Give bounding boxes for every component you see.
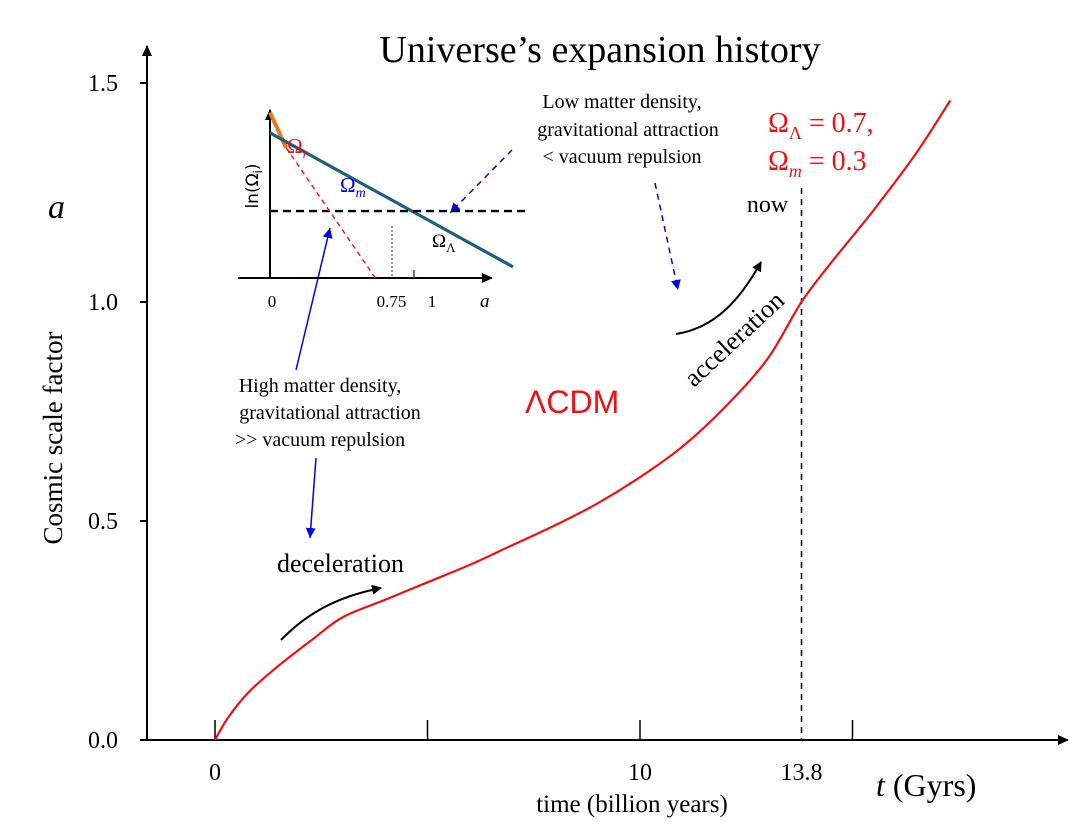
low-matter-annotation: Low matter density, gravitational attrac… [537,91,719,168]
x-tick-label: 10 [628,760,652,786]
inset-label-omega-lambda-symbol: Ω [432,231,446,252]
x-tick-label: 0 [209,760,221,786]
omega-lambda-param: ΩΛ = 0.7, [768,108,874,143]
low-matter-arrow-to-curve [654,182,681,291]
omega-m-value: = 0.3 [802,146,867,177]
y-ticks: 0.0 0.5 1.0 1.5 [88,71,147,754]
x-ticks: 0 10 13.8 [209,720,854,786]
inset-series-line [269,131,514,269]
inset-y-label-sub: i [251,170,265,173]
inset-series [268,111,530,279]
y-tick-label: 0.0 [88,728,118,754]
inset-x-label: a [480,291,490,312]
inset-density-chart: 0 0.75 1 a ln(Ωi) Ωr Ωm ΩΛ [238,109,530,312]
inset-x-tick-label: 0 [268,292,277,311]
omega-m-param: Ωm = 0.3 [768,146,867,181]
x-axis-symbol-label: t (Gyrs) [876,767,976,803]
inset-label-omega-lambda: ΩΛ [432,231,456,255]
inset-y-label-end: ) [243,163,263,170]
low-matter-line-2: gravitational attraction [537,119,719,141]
y-axis-symbol: a [48,189,65,226]
y-tick-label: 1.0 [88,290,118,316]
inset-series-line [268,111,289,149]
inset-label-omega-m-sub: m [356,186,366,201]
high-matter-line-1: High matter density, [239,375,402,397]
inset-label-omega-r-sub: r [303,147,309,162]
high-matter-line-3: >> vacuum repulsion [235,429,405,451]
inset-label-omega-r-symbol: Ω [287,134,303,158]
model-label: ΛCDM [525,384,619,420]
omega-lambda-value: = 0.7, [802,108,874,139]
inset-x-tick-label: 0.75 [377,292,407,311]
low-matter-line-3: < vacuum repulsion [542,146,701,168]
y-tick-label: 0.5 [88,509,118,535]
inset-y-label: ln(Ωi) [243,163,265,208]
high-matter-line-2: gravitational attraction [239,402,421,424]
deceleration-arrow [280,584,382,641]
x-axis-label: time (billion years) [536,791,728,818]
y-tick-label: 1.5 [88,71,118,97]
inset-y-label-main: ln(Ω [243,173,263,208]
low-matter-arrow-to-inset [449,149,513,214]
inset-x-tick-label: 1 [428,292,437,311]
high-matter-arrow-to-inset [295,227,333,371]
x-axis-symbol: t [876,767,886,803]
omega-lambda-symbol: Ω [768,108,789,139]
high-matter-arrow-to-curve [305,457,317,539]
inset-label-omega-r: Ωr [287,134,309,162]
inset-label-omega-m-symbol: Ω [340,173,356,197]
lcdm-curve [214,99,952,741]
inset-label-omega-m: Ωm [340,173,366,201]
omega-m-sub: m [789,161,802,181]
inset-label-omega-lambda-sub: Λ [446,240,456,255]
omega-lambda-sub: Λ [789,123,802,143]
x-axis-unit: (Gyrs) [885,767,977,803]
chart-title: Universe’s expansion history [379,29,820,71]
low-matter-line-1: Low matter density, [542,91,701,113]
x-tick-label: 13.8 [781,760,823,786]
deceleration-label: deceleration [277,549,404,578]
inset-x-tick-labels: 0 0.75 1 [268,292,437,311]
y-axis-label: Cosmic scale factor [38,332,68,545]
now-label: now [747,192,789,218]
omega-m-symbol: Ω [768,146,789,177]
high-matter-annotation: High matter density, gravitational attra… [235,375,421,451]
acceleration-arrow [675,261,762,335]
